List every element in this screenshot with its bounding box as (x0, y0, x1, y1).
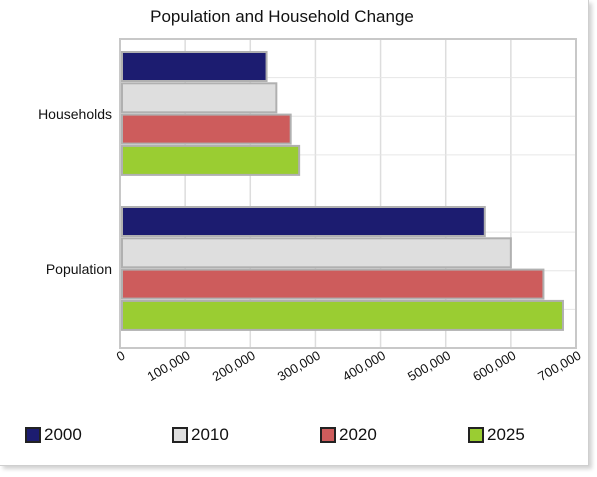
legend-swatch (320, 427, 336, 443)
legend-label: 2025 (487, 425, 525, 444)
legend-item-2000: 2000 (25, 425, 82, 445)
bar-households-2025 (121, 144, 301, 176)
category-labels: Households Population (38, 106, 112, 277)
bar-population-2010 (121, 237, 512, 269)
bar-households-2020 (121, 113, 292, 145)
legend-swatch (25, 427, 41, 443)
legend-swatch (172, 427, 188, 443)
legend: 2000 2010 2020 2025 (0, 425, 588, 455)
bar-population-2020 (121, 268, 545, 300)
legend-label: 2010 (191, 425, 229, 444)
legend-item-2010: 2010 (172, 425, 229, 445)
x-tick-label: 500,000 (405, 348, 453, 384)
chart-svg: Population and Household Change Househol… (38, 7, 584, 384)
x-tick-label: 300,000 (275, 348, 323, 384)
bar-households-2000 (121, 51, 268, 82)
category-label-population: Population (46, 261, 112, 277)
plot-area-border (119, 38, 577, 349)
x-tick-label: 600,000 (470, 348, 518, 384)
x-tick-label: 400,000 (340, 348, 388, 384)
bar-households-2010 (121, 82, 278, 114)
category-label-households: Households (38, 106, 112, 122)
bars-layer (121, 51, 564, 331)
x-tick-labels: 0 100,000 200,000 300,000 400,000 500,000 600,… (114, 348, 584, 384)
chart-title: Population and Household Change (150, 7, 414, 26)
bar-population-2025 (121, 299, 564, 331)
legend-label: 2020 (339, 425, 377, 444)
x-tick-label: 0 (114, 348, 128, 365)
legend-item-2020: 2020 (320, 425, 377, 445)
x-tick-label: 100,000 (144, 348, 192, 384)
bar-population-2000 (121, 206, 486, 237)
legend-label: 2000 (44, 425, 82, 444)
legend-item-2025: 2025 (468, 425, 525, 445)
x-tick-label: 200,000 (210, 348, 258, 384)
x-tick-label: 700,000 (535, 348, 583, 384)
chart-frame: Population and Household Change Househol… (0, 0, 589, 466)
legend-swatch (468, 427, 484, 443)
